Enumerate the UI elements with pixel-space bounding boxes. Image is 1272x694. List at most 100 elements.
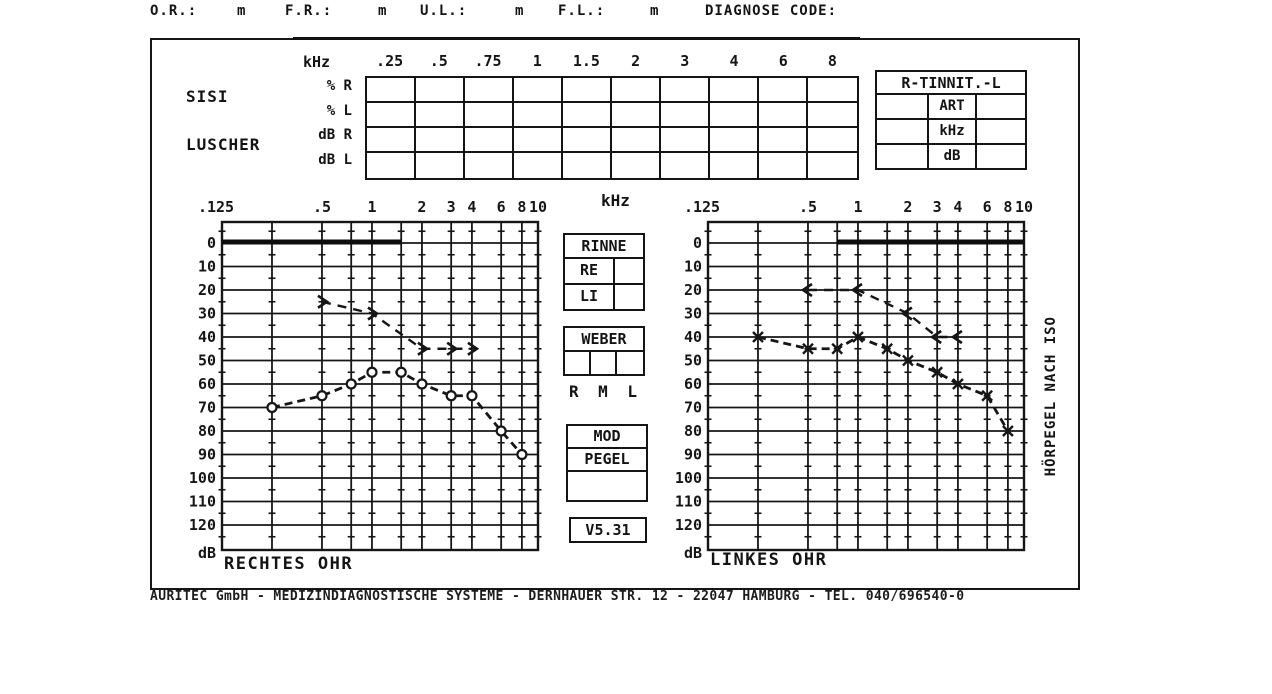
sisi-grid-cell (661, 153, 710, 178)
center-khz-label: kHz (601, 191, 630, 210)
weber-rml-labels: R M L (563, 382, 643, 401)
freq-tick-label: 10 (529, 198, 547, 216)
freq-tick-label: .5 (313, 198, 331, 216)
freq-tick-label: .125 (198, 198, 234, 216)
tinnitus-value-cell (977, 145, 1025, 168)
db-tick-label: 70 (198, 399, 216, 417)
sisi-grid-cell (563, 153, 612, 178)
freq-tick-label: 10 (1015, 198, 1033, 216)
left-ear-chart-title: LINKES OHR (710, 550, 828, 570)
sisi-grid-cell (661, 128, 710, 153)
sisi-col-header: .25 (376, 52, 404, 70)
weber-cell-r (565, 352, 591, 374)
db-tick-label: 30 (684, 305, 702, 323)
tinnitus-row-label: ART (929, 95, 977, 120)
freq-tick-label: .125 (684, 198, 720, 216)
tinnitus-row-label: dB (929, 145, 977, 168)
less-than-marker (929, 329, 942, 345)
rinne-row-li: LI (565, 283, 643, 309)
tinnitus-row-label: kHz (929, 120, 977, 145)
x-marker (902, 354, 914, 367)
sisi-col-header: 3 (680, 52, 690, 70)
sisi-grid-cell (514, 153, 563, 178)
freq-tick-label: 2 (903, 198, 912, 216)
sisi-grid-cell (808, 153, 857, 178)
less-than-marker (950, 329, 963, 345)
circle-marker (266, 401, 278, 414)
db-tick-label: 60 (198, 375, 216, 393)
circle-marker (445, 390, 457, 402)
footer-address-line: AURITEC GmbH - MEDIZINDIAGNOSTISCHE SYST… (150, 589, 965, 604)
sisi-grid-cell (661, 78, 710, 103)
sisi-grid-cell (514, 103, 563, 128)
right-ear-chart-title: RECHTES OHR (224, 554, 354, 574)
sisi-frequency-headers: .25 .5 .75 1 1.5 2 3 4 6 8 (365, 52, 857, 70)
mod-empty-cell (568, 472, 646, 500)
freq-tick-label: 1 (853, 198, 862, 216)
sisi-grid-cell (563, 78, 612, 103)
sisi-grid-cell (661, 103, 710, 128)
left-ear-audiogram-chart: .125.5 1 2 3 4 6 8 1001020304050607080901001101… (675, 198, 1033, 562)
pegel-label: PEGEL (568, 449, 646, 472)
sisi-grid-cell (465, 78, 514, 103)
freq-tick-label: 1 (367, 198, 376, 216)
field-label-ul: U.L.: (420, 3, 468, 19)
bone-conduction-arrow-markers (800, 282, 963, 345)
sisi-grid-cell (808, 103, 857, 128)
less-than-marker (900, 306, 913, 321)
db-tick-label: 50 (198, 352, 216, 370)
rinne-li-label: LI (565, 285, 615, 309)
weber-l-label: L (627, 382, 637, 401)
greater-than-marker (317, 294, 330, 309)
rinne-re-value-cell (615, 259, 643, 283)
x-marker (752, 331, 764, 343)
db-tick-label: 90 (684, 446, 702, 464)
weber-cell-m (591, 352, 617, 374)
hearing-level-axis-title: HÖRPEGEL NACH ISO (1043, 316, 1059, 477)
tinnitus-value-cell (877, 145, 929, 168)
mod-label: MOD (568, 426, 646, 449)
sisi-grid-cell (710, 103, 759, 128)
db-tick-label: 60 (684, 375, 702, 393)
sisi-col-header: 1 (532, 52, 542, 70)
field-value-or: m (237, 3, 247, 19)
freq-tick-label: 2 (417, 198, 426, 216)
field-value-fr: m (378, 3, 388, 19)
db-tick-label: 10 (684, 258, 702, 276)
x-marker (952, 378, 964, 390)
field-value-fl: m (650, 3, 660, 19)
tinnitus-value-cell (877, 95, 929, 120)
sisi-grid-cell (612, 78, 661, 103)
greater-than-marker (367, 306, 380, 321)
sisi-grid-cell (808, 128, 857, 153)
air-conduction-circle-markers (266, 366, 528, 461)
rinne-row-re: RE (565, 259, 643, 283)
db-unit-label: dB (198, 544, 216, 562)
db-tick-label: 100 (675, 469, 702, 487)
db-tick-label: 120 (675, 516, 702, 534)
sisi-grid-cell (416, 153, 465, 178)
freq-tick-label: 6 (983, 198, 992, 216)
x-marker (931, 366, 944, 379)
db-tick-label: 40 (198, 328, 216, 346)
sisi-grid-cell (710, 78, 759, 103)
db-tick-label: 30 (198, 305, 216, 323)
db-tick-label: 0 (693, 234, 702, 252)
sisi-grid-cell (514, 78, 563, 103)
sisi-label: SISI (186, 87, 229, 106)
sisi-row-units: % R % L dB R dB L (294, 78, 352, 176)
x-marker (1002, 425, 1014, 437)
greater-than-marker (446, 341, 459, 356)
db-tick-label: 10 (198, 258, 216, 276)
freq-tick-label: 6 (497, 198, 506, 216)
mod-pegel-box: MOD PEGEL (566, 424, 648, 502)
circle-marker (345, 378, 357, 390)
sisi-col-header: .5 (429, 52, 448, 70)
db-tick-label: 50 (684, 352, 702, 370)
freq-tick-label: 3 (933, 198, 942, 216)
bone-conduction-arrow-markers (317, 294, 480, 356)
sisi-grid-cell (759, 128, 808, 153)
sisi-grid-cell (710, 153, 759, 178)
sisi-grid-cell (759, 78, 808, 103)
